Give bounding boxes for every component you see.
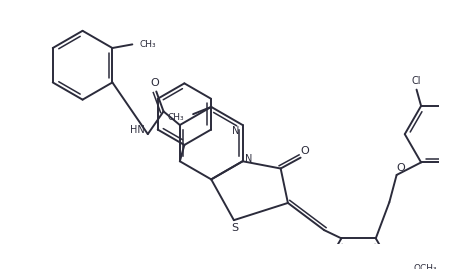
Text: CH₃: CH₃ xyxy=(140,40,156,49)
Text: O: O xyxy=(397,163,406,173)
Text: HN: HN xyxy=(130,125,145,134)
Text: N: N xyxy=(232,126,239,136)
Text: N: N xyxy=(245,154,253,164)
Text: CH₃: CH₃ xyxy=(167,113,184,122)
Text: S: S xyxy=(231,223,238,233)
Text: O: O xyxy=(301,146,309,156)
Text: Cl: Cl xyxy=(412,76,421,86)
Text: O: O xyxy=(150,78,159,88)
Text: OCH₃: OCH₃ xyxy=(414,264,437,269)
